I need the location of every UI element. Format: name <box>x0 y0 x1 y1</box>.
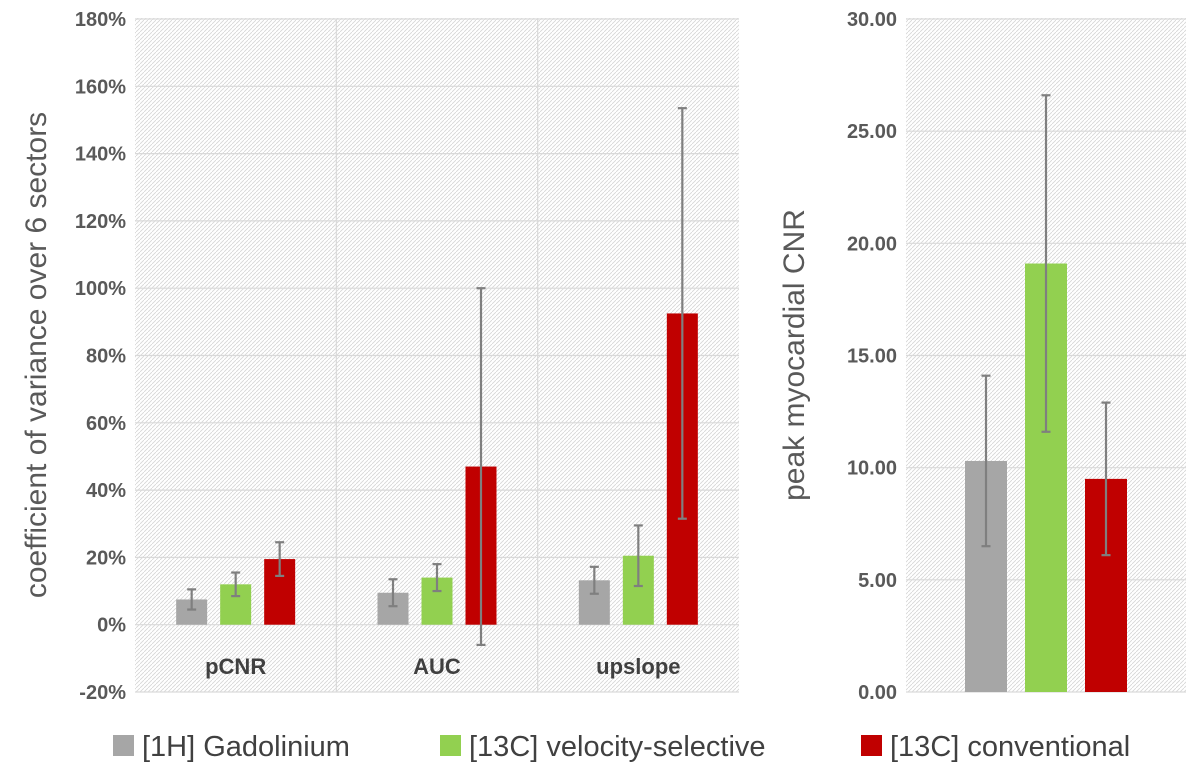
cnr-y-tick-labels: 0.00 5.00 10.00 15.00 20.00 25.00 30.00 <box>847 9 897 704</box>
error-bar <box>677 107 687 520</box>
error-bar <box>1101 401 1111 557</box>
y-tick-label: 30.00 <box>847 9 897 31</box>
y-tick-label: 180% <box>75 9 126 31</box>
y-tick-label: 0% <box>97 615 126 637</box>
y-tick-label: 120% <box>75 211 126 233</box>
category-label: AUC <box>413 654 461 679</box>
cv-chart: -20% 0% 20% 40% 60% 80% 100% 120% 140% 160% 180% p… <box>20 9 739 704</box>
legend-label: [13C] velocity-selective <box>469 731 766 763</box>
legend: [1H] Gadolinium [13C] velocity-selective [… <box>113 731 1130 763</box>
cv-category-labels: pCNR AUC upslope <box>205 654 680 679</box>
error-bar <box>1041 94 1051 433</box>
y-tick-label: 0.00 <box>858 682 897 704</box>
y-tick-label: 5.00 <box>858 570 897 592</box>
y-tick-label: 40% <box>86 480 126 502</box>
cnr-bars <box>965 94 1127 692</box>
error-bar <box>231 571 241 598</box>
error-bar <box>432 563 442 593</box>
y-tick-label: 15.00 <box>847 346 897 368</box>
cv-y-tick-labels: -20% 0% 20% 40% 60% 80% 100% 120% 140% 160% 180% <box>75 9 126 704</box>
y-tick-label: 80% <box>86 346 126 368</box>
legend-swatch <box>861 735 882 756</box>
cnr-chart: 0.00 5.00 10.00 15.00 20.00 25.00 30.00 peak m… <box>778 9 1186 704</box>
category-label: pCNR <box>205 654 266 679</box>
y-tick-label: 140% <box>75 144 126 166</box>
y-tick-label: -20% <box>79 682 126 704</box>
y-tick-label: 20.00 <box>847 233 897 255</box>
y-tick-label: 10.00 <box>847 458 897 480</box>
error-bar <box>476 287 486 646</box>
error-bar <box>275 541 285 578</box>
legend-swatch <box>113 735 134 756</box>
cv-y-axis-label: coefficient of variance over 6 sectors <box>20 112 53 598</box>
legend-label: [13C] conventional <box>890 731 1130 763</box>
legend-label: [1H] Gadolinium <box>142 731 350 763</box>
legend-item: [13C] velocity-selective <box>440 731 766 763</box>
legend-item: [13C] conventional <box>861 731 1130 763</box>
y-tick-label: 160% <box>75 76 126 98</box>
y-tick-label: 60% <box>86 413 126 435</box>
y-tick-label: 20% <box>86 547 126 569</box>
legend-item: [1H] Gadolinium <box>113 731 350 763</box>
y-tick-label: 25.00 <box>847 121 897 143</box>
cv-bars <box>176 107 698 646</box>
error-bar <box>388 578 398 608</box>
error-bar <box>633 524 643 588</box>
error-bar <box>589 565 599 595</box>
error-bar <box>981 374 991 548</box>
legend-swatch <box>440 735 461 756</box>
cnr-y-axis-label: peak myocardial CNR <box>778 209 811 501</box>
category-label: upslope <box>596 654 680 679</box>
y-tick-label: 100% <box>75 278 126 300</box>
error-bar <box>187 588 197 611</box>
